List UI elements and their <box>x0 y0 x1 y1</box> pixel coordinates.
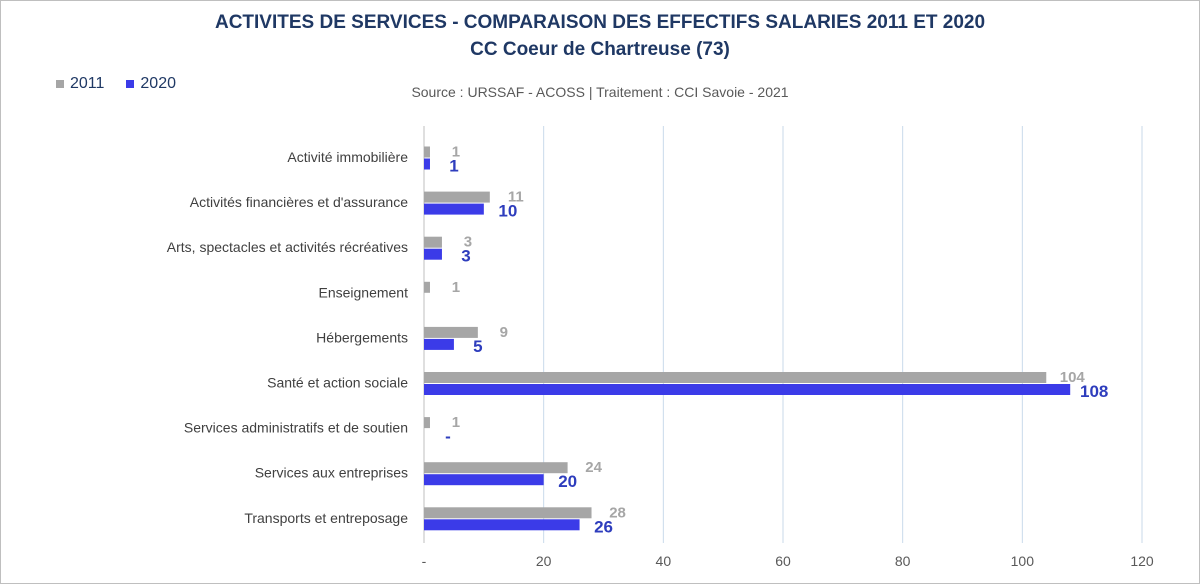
legend-swatch-2011 <box>56 80 64 88</box>
category-label: Services aux entreprises <box>255 465 408 481</box>
bars <box>424 146 1071 531</box>
bar-2020-2 <box>424 248 442 260</box>
chart-title: ACTIVITES DE SERVICES - COMPARAISON DES … <box>214 12 986 33</box>
bar-2011-2 <box>424 236 442 248</box>
data-label-2020-4: 5 <box>473 337 482 356</box>
category-label: Services administratifs et de soutien <box>184 420 408 436</box>
x-tick-label: 40 <box>656 553 672 569</box>
data-label-2020-5: 108 <box>1080 382 1108 401</box>
bar-2011-1 <box>424 191 490 203</box>
x-tick-label: - <box>422 553 427 569</box>
legend-label-2011: 2011 <box>70 75 105 92</box>
source-note: Source : URSSAF - ACOSS | Traitement : C… <box>411 84 789 100</box>
category-label: Arts, spectacles et activités récréative… <box>167 239 408 255</box>
x-tick-label: 100 <box>1011 553 1035 569</box>
bar-2011-5 <box>424 372 1047 383</box>
chart-subtitle: CC Coeur de Chartreuse (73) <box>470 39 730 60</box>
x-tick-label: 80 <box>895 553 911 569</box>
data-label-2020-8: 26 <box>594 517 613 536</box>
data-label-2020-7: 20 <box>558 472 577 491</box>
bar-2011-0 <box>424 146 430 158</box>
data-label-2020-1: 10 <box>498 202 517 221</box>
data-label-2020-2: 3 <box>461 247 470 266</box>
data-label-2011-4: 9 <box>500 324 508 341</box>
data-label-2011-6: 1 <box>452 414 460 431</box>
data-label-2011-2: 3 <box>464 234 472 251</box>
bar-2011-3 <box>424 281 430 293</box>
category-label: Enseignement <box>318 284 408 300</box>
legend-label-2020: 2020 <box>140 75 176 92</box>
x-axis-ticks: - 20 40 60 80 100 120 <box>422 553 1154 569</box>
data-label-2011-5: 104 <box>1060 369 1086 386</box>
category-label: Activités financières et d'assurance <box>190 194 408 210</box>
bar-2020-4 <box>424 338 454 350</box>
bar-2011-6 <box>424 417 430 429</box>
legend-swatch-2020 <box>126 80 135 88</box>
bar-2011-8 <box>424 507 592 519</box>
data-label-2011-7: 24 <box>585 459 602 476</box>
legend-item-2011: 2011 <box>56 75 104 93</box>
data-label-2011-3: 1 <box>452 279 460 296</box>
bar-2020-0 <box>424 158 430 170</box>
data-label-2011-8: 28 <box>609 504 626 521</box>
bar-2020-8 <box>424 519 580 531</box>
data-label-2020-6: - <box>445 427 451 446</box>
category-label: Activité immobilière <box>287 149 408 165</box>
category-label: Hébergements <box>316 329 408 345</box>
bar-2020-1 <box>424 203 484 215</box>
bar-2020-7 <box>424 474 544 486</box>
data-label-2011-1: 11 <box>508 189 524 206</box>
x-tick-label: 120 <box>1130 553 1154 569</box>
data-label-2020-0: 1 <box>449 157 458 176</box>
x-tick-label: 60 <box>775 553 791 569</box>
data-label-2011-0: 1 <box>452 144 460 161</box>
legend: 2011 2020 <box>56 75 198 93</box>
bar-2020-5 <box>424 384 1071 395</box>
bar-2011-4 <box>424 326 478 338</box>
category-label: Santé et action sociale <box>267 375 408 391</box>
category-labels: Activité immobilière Activités financière… <box>167 149 408 526</box>
category-label: Transports et entreposage <box>244 510 408 526</box>
legend-item-2020: 2020 <box>126 75 176 93</box>
x-tick-label: 20 <box>536 553 552 569</box>
bar-2011-7 <box>424 462 568 474</box>
